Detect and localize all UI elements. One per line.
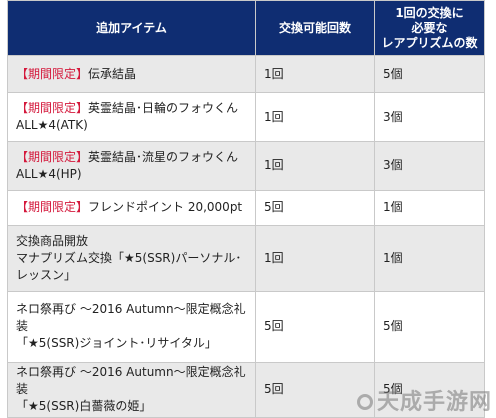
- prism-cost-cell: 1個: [374, 189, 485, 226]
- limited-period-tag: 【期間限定】: [16, 66, 89, 81]
- table-row: 【期間限定】英霊結晶･日輪のフォウくん ALL★4(ATK) 1回 3個: [7, 92, 485, 142]
- item-cell: 【期間限定】英霊結晶･流星のフォウくん ALL★4(HP): [7, 140, 256, 191]
- exchange-count-cell: 1回: [255, 92, 375, 142]
- exchange-count-cell: 5回: [255, 361, 375, 418]
- limited-period-tag: 【期間限定】: [16, 101, 89, 116]
- prism-cost-cell: 5個: [374, 54, 485, 94]
- item-cell: ネロ祭再び 〜2016 Autumn〜限定概念礼 装 「★5(SSR)白薔薇の姫…: [7, 361, 256, 418]
- table-row: 【期間限定】伝承結晶 1回 5個: [7, 54, 485, 94]
- header-prism-cost: 1回の交換に 必要な レアプリズムの数: [374, 0, 485, 56]
- limited-period-tag: 【期間限定】: [16, 200, 89, 215]
- exchange-count-cell: 5回: [255, 290, 375, 363]
- prism-cost-cell: 3個: [374, 92, 485, 142]
- item-name: 英霊結晶･日輪のフォウくん ALL★4(ATK): [16, 101, 239, 133]
- header-exchange-count: 交換可能回数: [255, 0, 375, 56]
- limited-period-tag: 【期間限定】: [16, 149, 89, 164]
- item-cell: 【期間限定】英霊結晶･日輪のフォウくん ALL★4(ATK): [7, 92, 256, 142]
- watermark-logo-icon: [356, 394, 373, 410]
- item-name: 交換商品開放 マナプリズム交換「★5(SSR)パーソナル･ レッスン」: [16, 233, 242, 282]
- item-cell: ネロ祭再び 〜2016 Autumn〜限定概念礼 装 「★5(SSR)ジョイント…: [7, 290, 256, 363]
- prism-cost-cell: 5個: [374, 290, 485, 363]
- item-name: ネロ祭再び 〜2016 Autumn〜限定概念礼 装 「★5(SSR)ジョイント…: [16, 302, 246, 351]
- table-row: ネロ祭再び 〜2016 Autumn〜限定概念礼 装 「★5(SSR)白薔薇の姫…: [7, 361, 485, 418]
- prism-cost-cell: 1個: [374, 224, 485, 292]
- watermark-text: 天成手游网: [376, 390, 492, 415]
- table-row: ネロ祭再び 〜2016 Autumn〜限定概念礼 装 「★5(SSR)ジョイント…: [7, 290, 485, 363]
- exchange-count-cell: 1回: [255, 224, 375, 292]
- table-header-row: 追加アイテム 交換可能回数 1回の交換に 必要な レアプリズムの数: [7, 0, 485, 56]
- item-name: ネロ祭再び 〜2016 Autumn〜限定概念礼 装 「★5(SSR)白薔薇の姫…: [16, 365, 246, 414]
- watermark: 天成手游网: [356, 384, 492, 416]
- exchange-count-cell: 1回: [255, 54, 375, 94]
- item-name: 伝承結晶: [88, 66, 137, 81]
- exchange-count-cell: 1回: [255, 140, 375, 191]
- table-row: 【期間限定】フレンドポイント 20,000pt 5回 1個: [7, 189, 485, 226]
- item-cell: 【期間限定】伝承結晶: [7, 54, 256, 94]
- item-name: 英霊結晶･流星のフォウくん ALL★4(HP): [16, 149, 239, 181]
- header-item: 追加アイテム: [7, 0, 256, 56]
- exchange-table: 追加アイテム 交換可能回数 1回の交換に 必要な レアプリズムの数 【期間限定】…: [7, 0, 485, 418]
- exchange-count-cell: 5回: [255, 189, 375, 226]
- item-cell: 交換商品開放 マナプリズム交換「★5(SSR)パーソナル･ レッスン」: [7, 224, 256, 292]
- prism-cost-cell: 3個: [374, 140, 485, 191]
- table-row: 交換商品開放 マナプリズム交換「★5(SSR)パーソナル･ レッスン」 1回 1個: [7, 224, 485, 292]
- item-name: フレンドポイント 20,000pt: [88, 200, 243, 215]
- prism-cost-cell: 5個: [374, 361, 485, 418]
- table-row: 【期間限定】英霊結晶･流星のフォウくん ALL★4(HP) 1回 3個: [7, 140, 485, 191]
- item-cell: 【期間限定】フレンドポイント 20,000pt: [7, 189, 256, 226]
